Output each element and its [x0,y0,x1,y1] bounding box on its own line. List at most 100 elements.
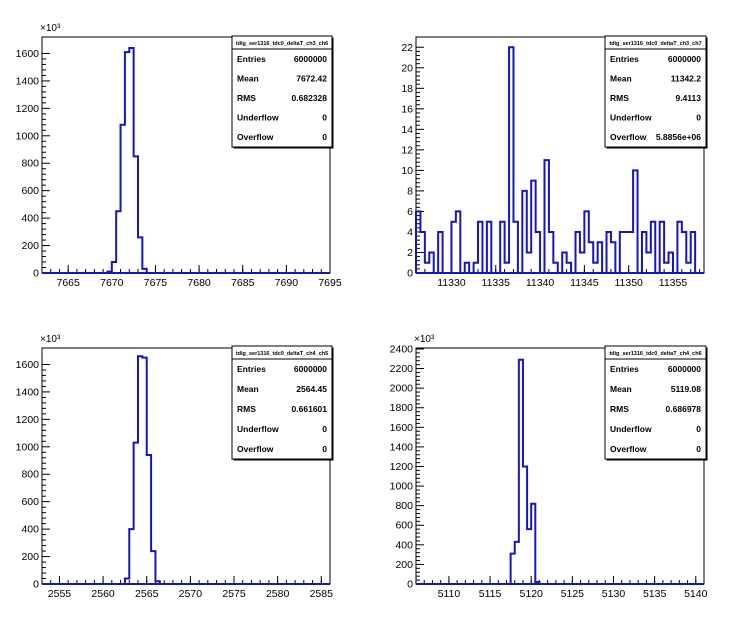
stats-box-title: tdig_ser1316_tdc0_deltaT_ch3_ch7 [609,41,701,47]
y-tick-label: 1400 [16,75,40,87]
y-tick-label: 1600 [16,48,40,60]
histogram-bin [500,222,504,273]
y-tick-label: 1200 [16,103,40,115]
histogram-bin [465,263,469,273]
histogram-bin [598,242,602,273]
y-tick-label: 1400 [16,386,40,398]
histogram-bin [438,232,442,273]
histogram-bin [642,232,646,273]
stats-label-entries: Entries [237,54,266,64]
x-tick-label: 5125 [561,588,585,600]
stats-label-underflow: Underflow [237,113,279,123]
y-tick-label: 1600 [390,422,414,434]
histogram-bin [629,232,633,273]
stats-value-underflow: 0 [322,424,327,434]
stats-box-frame [231,35,333,148]
x-tick-label: 7680 [187,277,211,289]
y-tick-label: 0 [407,268,413,280]
y-tick-label: 1200 [16,414,40,426]
histogram-bin [478,222,482,273]
histogram-bin [121,125,125,273]
stats-value-entries: 6000000 [668,364,701,374]
y-tick-label: 1000 [16,130,40,142]
histogram-bin [646,252,650,273]
stats-label-overflow: Overflow [237,132,274,142]
y-tick-label: 400 [395,539,413,551]
histogram-bin [607,232,611,273]
stats-label-mean: Mean [610,384,632,394]
x-tick-label: 2585 [310,588,334,600]
histogram-bin [151,551,155,584]
y-tick-label: 10 [401,165,413,177]
histogram-bin [589,242,593,273]
stats-label-rms: RMS [610,404,629,414]
stats-box-frame [604,35,707,148]
x-tick-label: 2575 [222,588,246,600]
histogram-bin [129,48,133,273]
stats-value-rms: 0.686978 [666,404,702,414]
y-tick-label: 800 [21,469,39,481]
histogram-bin [664,263,668,273]
y-tick-label: 12 [401,144,413,156]
histogram-bin [147,455,151,584]
stats-label-rms: RMS [237,93,256,103]
x-tick-label: 11330 [437,277,466,289]
x-tick-label: 11340 [526,277,555,289]
x-tick-label: 7685 [231,277,255,289]
histogram-bin [107,272,111,273]
histogram-bin [580,252,584,273]
y-tick-label: 22 [401,42,413,54]
histogram-series-line [415,46,697,274]
stats-box-title: tdig_ser1316_tdc0_deltaT_ch3_ch6 [236,41,328,47]
stats-label-underflow: Underflow [610,424,652,434]
stats-label-entries: Entries [237,364,266,374]
histogram-bin [420,232,424,273]
y-tick-label: 8 [407,185,413,197]
y-tick-label: 400 [21,213,39,225]
stats-value-underflow: 0 [696,424,701,434]
histogram-bin [487,222,491,273]
x-tick-label: 5110 [438,588,461,600]
y-tick-label: 1000 [390,481,414,493]
histogram-bin [425,263,429,273]
histogram-bin [593,263,597,273]
y-tick-label: 2400 [390,343,414,355]
stats-value-entries: 6000000 [294,54,327,64]
histogram-bin [522,191,526,273]
histogram-bin [142,358,146,584]
y-tick-label: 20 [401,62,413,74]
stats-label-overflow: Overflow [610,132,647,142]
x-tick-label: 11355 [659,277,688,289]
y-tick-label: 1200 [390,461,414,473]
x-tick-label: 11345 [570,277,599,289]
histogram-bin [691,232,695,273]
histogram-bin [155,581,159,584]
y-tick-label: 0 [407,579,413,591]
x-tick-label: 11350 [614,277,643,289]
histogram-bin [527,252,531,273]
y-tick-label: 4 [407,226,413,238]
histogram-bin [677,222,681,273]
histogram-series-line [106,46,148,273]
stats-value-mean: 11342.2 [671,73,702,83]
x-tick-label: 11335 [482,277,511,289]
y-tick-label: 800 [395,500,413,512]
y-tick-label: 0 [33,579,39,591]
stats-box: tdig_ser1316_tdc0_deltaT_ch4_ch6 Entries 6… [604,345,708,461]
stats-value-overflow: 0 [322,132,327,142]
histogram-bin [505,263,509,273]
histogram-bin [515,542,519,584]
histogram-bin [456,211,460,273]
stats-value-entries: 6000000 [668,54,701,64]
histogram-bin [138,356,142,584]
histogram-bin [682,232,686,273]
stats-box: tdig_ser1316_tdc0_deltaT_ch3_ch6 Entries 6… [231,35,334,149]
histogram-series-line [123,355,161,584]
histogram-bin [576,232,580,273]
histogram-bin [651,222,655,273]
stats-label-entries: Entries [610,364,639,374]
x-tick-label: 7665 [57,277,81,289]
histogram-bin [129,529,133,584]
histogram-bin [660,222,664,273]
stats-value-rms: 0.661601 [292,404,328,414]
